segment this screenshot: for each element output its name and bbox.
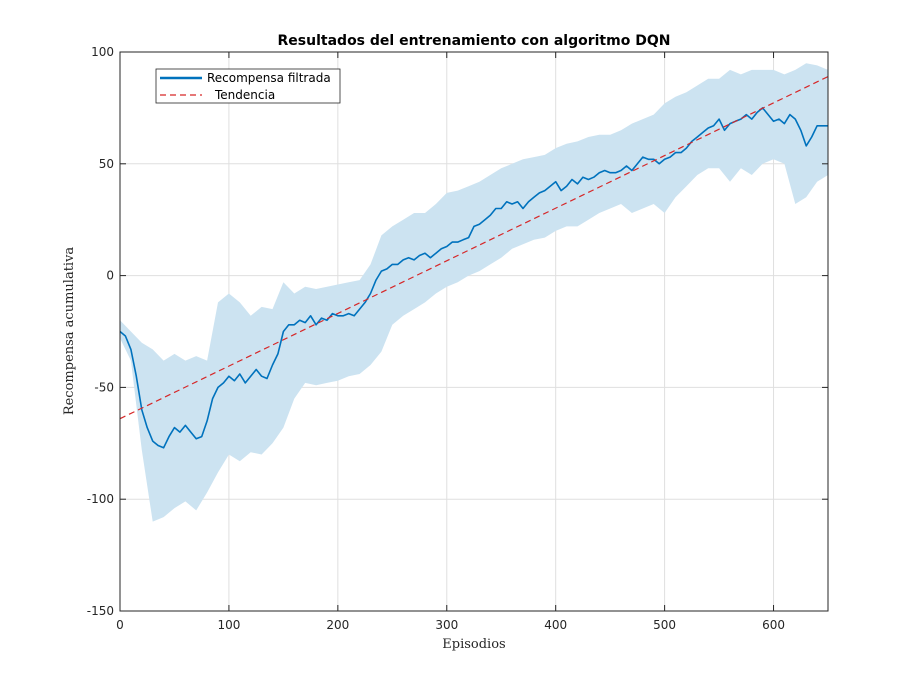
x-tick-label: 500 [653, 618, 676, 632]
legend-box [155, 68, 341, 104]
x-tick-label: 400 [544, 618, 567, 632]
y-tick-label: -100 [87, 492, 114, 506]
chart-title: Resultados del entrenamiento con algorit… [278, 33, 671, 49]
y-tick-label: -50 [94, 380, 114, 394]
y-tick-label: 100 [91, 45, 114, 59]
y-tick-label: 50 [99, 157, 114, 171]
series-line-tendencia [119, 76, 829, 420]
x-tick-label: 300 [435, 618, 458, 632]
series-group [119, 76, 829, 449]
legend: Recompensa filtrada Tendencia [155, 68, 341, 104]
legend-label-tendencia: Tendencia [214, 88, 275, 102]
plot-area: 0 100 200 300 400 500 600 -150 -100 -50 0 50 100 [87, 45, 829, 632]
x-tick-label: 0 [116, 618, 124, 632]
confidence-band [120, 63, 828, 522]
series-line-recompensa-filtrada [119, 107, 828, 449]
axes-box [119, 51, 829, 612]
y-tick-label: -150 [87, 604, 114, 618]
x-tick-label: 600 [762, 618, 785, 632]
y-axis-label: Recompensa acumulativa [62, 247, 77, 416]
x-tick-label: 200 [326, 618, 349, 632]
x-axis-label: Episodios [442, 637, 505, 652]
legend-label-recompensa: Recompensa filtrada [207, 71, 331, 85]
ticks: 0 100 200 300 400 500 600 -150 -100 -50 0 50 100 [87, 45, 828, 632]
x-tick-label: 100 [217, 618, 240, 632]
y-tick-label: 0 [106, 269, 114, 283]
